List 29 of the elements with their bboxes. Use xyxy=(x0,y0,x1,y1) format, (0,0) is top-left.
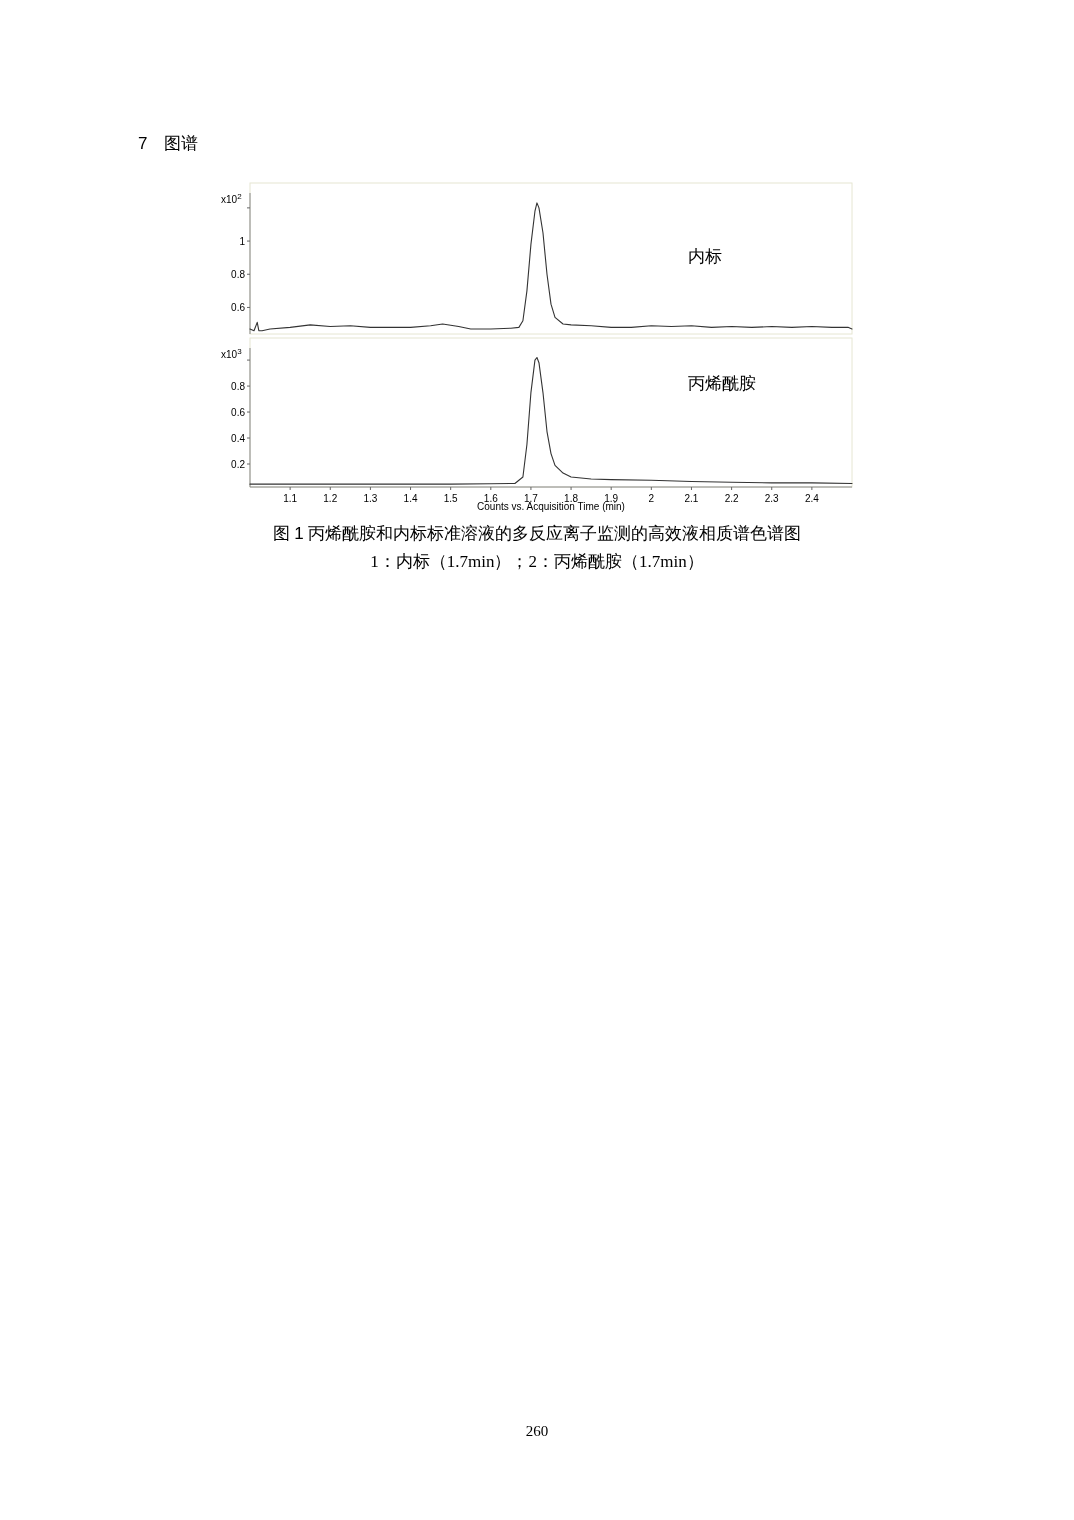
text: 内标 xyxy=(688,247,722,266)
y-tick-label: 0.4 xyxy=(231,433,246,445)
y-axis-title: x10$^{2}$ xyxy=(221,191,243,205)
x-tick-label: 2 xyxy=(648,493,655,504)
text: 1：内标（1.7min）；2：丙烯酰胺（1.7min） xyxy=(370,552,704,571)
line-series xyxy=(249,202,853,332)
x-tick-label: 1.2 xyxy=(323,493,338,504)
y-tick-label: 0.2 xyxy=(231,459,246,471)
y-tick-label: 0.6 xyxy=(231,302,246,314)
text: 7 图谱 xyxy=(138,134,199,153)
y-tick-label: 1 xyxy=(239,236,246,248)
x-tick-label: 2.1 xyxy=(684,493,699,504)
text: 丙烯酰胺 xyxy=(688,374,756,393)
x-tick-label: 1.7 xyxy=(523,493,539,504)
y-axis-title: x10$^{3}$ xyxy=(221,346,243,360)
text: 260 xyxy=(525,1423,549,1439)
x-tick-label: 1.8 xyxy=(564,493,579,504)
x-tick-label: 1.5 xyxy=(443,493,459,504)
y-tick-label: 0.8 xyxy=(231,269,246,281)
y-tick-label: 0.6 xyxy=(231,407,246,419)
x-tick-label: 1.6 xyxy=(483,493,499,504)
x-tick-label: 1.4 xyxy=(403,493,418,504)
x-tick-label: 2.4 xyxy=(804,493,820,504)
x-tick-label: 2.3 xyxy=(764,493,780,504)
x-tick-label: 2.2 xyxy=(724,493,739,504)
y-tick-label: 0.8 xyxy=(231,381,246,393)
caption: 图 1 丙烯酰胺和内标标准溶液的多反应离子监测的高效液相质谱色谱图 xyxy=(272,524,802,543)
x-tick-label: 1.3 xyxy=(363,493,378,504)
x-tick-label: 1.1 xyxy=(283,493,298,504)
